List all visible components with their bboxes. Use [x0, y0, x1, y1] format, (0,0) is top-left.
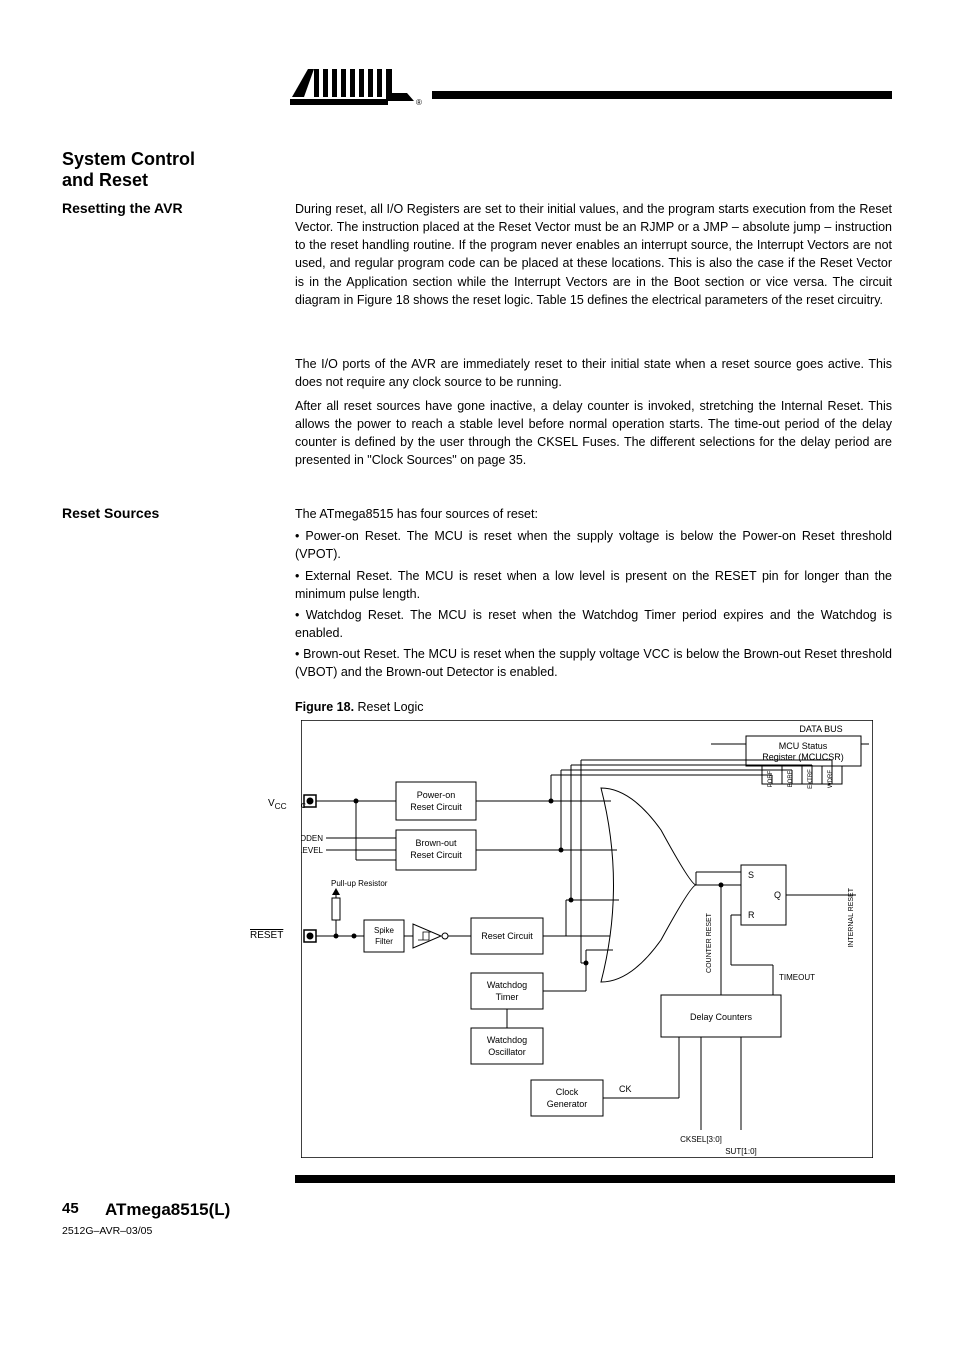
doc-id: 2512G–AVR–03/05 [62, 1225, 152, 1237]
svg-text:Watchdog: Watchdog [487, 1035, 527, 1045]
svg-text:Oscillator: Oscillator [488, 1047, 526, 1057]
para-sources-3: • Watchdog Reset. The MCU is reset when … [295, 606, 892, 642]
svg-text:Brown-out: Brown-out [415, 838, 457, 848]
svg-text:Watchdog: Watchdog [487, 980, 527, 990]
svg-text:SUT[1:0]: SUT[1:0] [725, 1147, 757, 1156]
figure-caption: Figure 18. Reset Logic [295, 700, 424, 714]
figure-caption-rest: Reset Logic [354, 700, 423, 714]
svg-text:Timer: Timer [496, 992, 519, 1002]
svg-text:Reset Circuit: Reset Circuit [481, 931, 533, 941]
svg-text:CC: CC [301, 803, 306, 810]
svg-text:Spike: Spike [374, 926, 395, 935]
reset-logic-diagram: DATA BUS MCU Status Register (MCUCSR) PO… [301, 720, 873, 1158]
svg-text:®: ® [416, 98, 422, 107]
atmel-logo: ® [290, 65, 427, 109]
sub-heading-resetting: Resetting the AVR [62, 200, 183, 216]
heading-system-control: System Control and Reset [62, 149, 202, 191]
svg-text:BODLEVEL: BODLEVEL [301, 846, 324, 855]
svg-text:WDRF: WDRF [828, 770, 834, 788]
svg-text:INTERNAL RESET: INTERNAL RESET [848, 887, 855, 947]
svg-text:TIMEOUT: TIMEOUT [779, 973, 815, 982]
page-number: 45 [62, 1200, 79, 1217]
svg-text:MCU Status: MCU Status [779, 741, 828, 751]
footer-rule [295, 1175, 895, 1183]
svg-text:Pull-up Resistor: Pull-up Resistor [331, 879, 388, 888]
para-sources-4: • Brown-out Reset. The MCU is reset when… [295, 645, 892, 681]
para-reset-2: The I/O ports of the AVR are immediately… [295, 355, 892, 391]
svg-text:Delay Counters: Delay Counters [690, 1012, 753, 1022]
svg-text:BORF: BORF [788, 770, 794, 787]
svg-text:Filter: Filter [375, 937, 393, 946]
doc-title: ATmega8515(L) [105, 1200, 230, 1220]
svg-text:PORF: PORF [768, 770, 774, 787]
label-reset: RESET [250, 930, 283, 941]
svg-text:R: R [748, 910, 755, 920]
svg-text:DATA BUS: DATA BUS [799, 724, 842, 734]
svg-text:Clock: Clock [556, 1087, 579, 1097]
header-rule [432, 91, 892, 99]
svg-text:Generator: Generator [547, 1099, 588, 1109]
svg-text:CK: CK [619, 1084, 632, 1094]
para-reset-3: After all reset sources have gone inacti… [295, 397, 892, 470]
sub-heading-reset-sources: Reset Sources [62, 505, 159, 521]
svg-text:CKSEL[3:0]: CKSEL[3:0] [680, 1135, 722, 1144]
svg-text:Reset Circuit: Reset Circuit [410, 802, 462, 812]
para-sources-1: • Power-on Reset. The MCU is reset when … [295, 527, 892, 563]
label-vcc: VCC [268, 798, 287, 811]
svg-text:COUNTER RESET: COUNTER RESET [706, 912, 713, 973]
para-sources-2: • External Reset. The MCU is reset when … [295, 567, 892, 603]
svg-text:BODEN: BODEN [301, 834, 323, 843]
svg-text:Reset Circuit: Reset Circuit [410, 850, 462, 860]
para-sources-0: The ATmega8515 has four sources of reset… [295, 505, 892, 523]
svg-text:Q: Q [774, 890, 781, 900]
figure-caption-bold: Figure 18. [295, 700, 354, 714]
para-reset-1: During reset, all I/O Registers are set … [295, 200, 892, 309]
svg-text:Power-on: Power-on [417, 790, 456, 800]
svg-text:S: S [748, 870, 754, 880]
svg-text:EXTRF: EXTRF [808, 769, 814, 789]
